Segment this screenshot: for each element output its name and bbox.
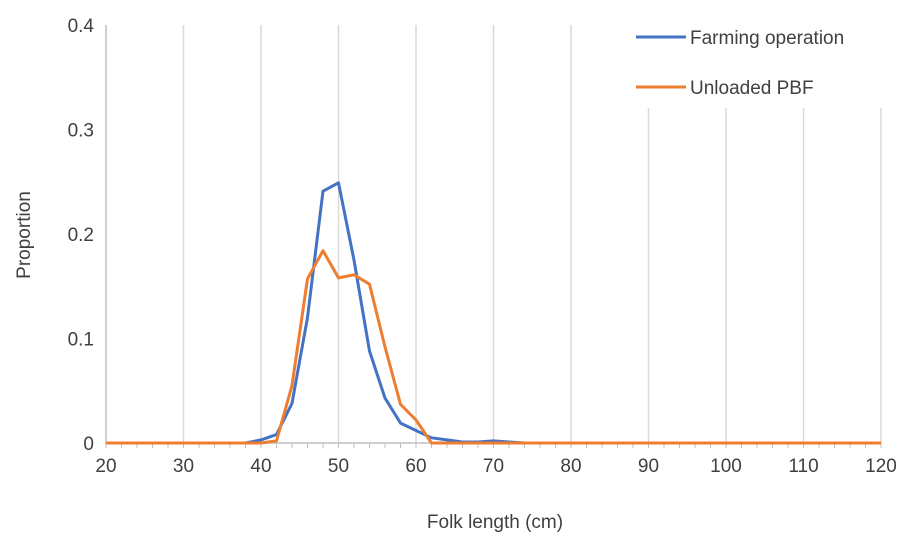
x-tick-label-120: 120 [865,456,897,477]
y-axis-tick-labels: 0 0.1 0.2 0.3 0.4 [68,16,95,455]
y-tick-label-0-4: 0.4 [68,16,95,37]
x-tick-label-80: 80 [560,456,581,477]
x-tick-label-30: 30 [173,456,194,477]
x-tick-label-40: 40 [250,456,271,477]
series-lines [106,181,881,445]
legend-label-unloaded-pbf: Unloaded PBF [690,78,814,99]
x-tick-label-60: 60 [405,456,426,477]
x-tick-label-20: 20 [95,456,116,477]
x-axis-tick-labels: 20 30 40 50 60 70 80 90 100 110 120 [95,456,896,477]
x-tick-label-110: 110 [788,456,818,477]
y-tick-label-0: 0 [83,434,94,455]
x-tick-label-100: 100 [710,456,742,477]
legend-label-farming-operation: Farming operation [690,28,844,49]
y-axis-title: Proportion [14,191,35,279]
y-tick-label-0-2: 0.2 [68,225,94,246]
x-tick-label-90: 90 [638,456,659,477]
legend: Farming operation Unloaded PBF [628,22,902,108]
x-axis-title: Folk length (cm) [427,512,563,533]
y-tick-label-0-3: 0.3 [68,121,94,142]
x-tick-label-50: 50 [328,456,349,477]
x-tick-label-70: 70 [483,456,504,477]
series-line-unloaded-pbf [106,249,881,445]
y-tick-label-0-1: 0.1 [68,330,94,351]
